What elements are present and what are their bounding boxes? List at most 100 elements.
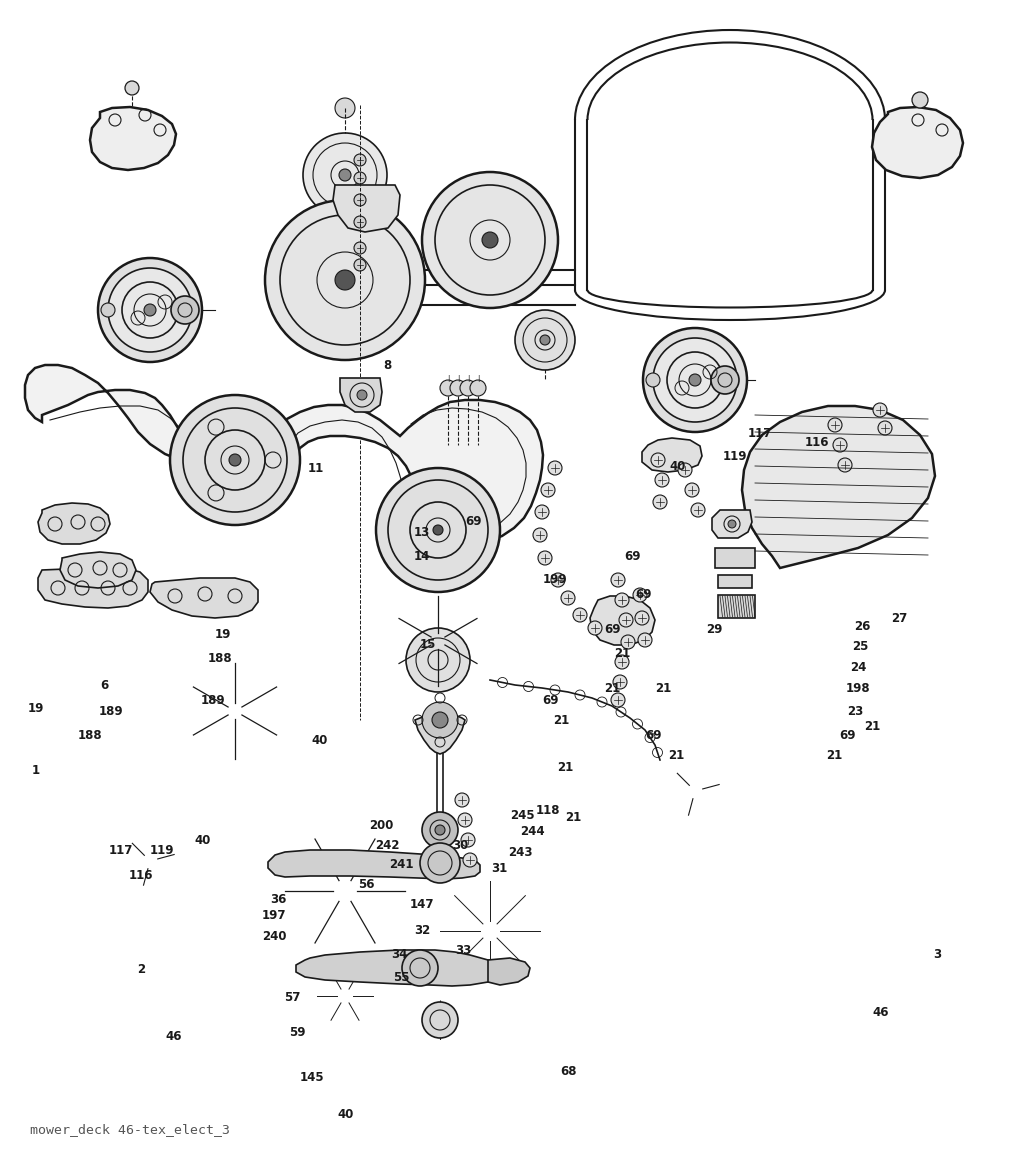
Circle shape	[833, 438, 847, 452]
Text: 119: 119	[723, 450, 748, 464]
Circle shape	[538, 552, 552, 564]
Text: 59: 59	[289, 1026, 305, 1040]
Circle shape	[541, 482, 555, 497]
Circle shape	[873, 403, 887, 417]
Circle shape	[535, 505, 549, 519]
Circle shape	[463, 852, 477, 867]
Circle shape	[573, 608, 587, 622]
Text: 14: 14	[414, 549, 430, 563]
Circle shape	[455, 793, 469, 807]
Text: 240: 240	[262, 930, 287, 944]
Text: 21: 21	[668, 748, 684, 762]
Circle shape	[912, 93, 928, 108]
Circle shape	[561, 591, 575, 605]
Circle shape	[376, 468, 500, 593]
Text: 68: 68	[560, 1064, 577, 1078]
Text: |: |	[467, 375, 469, 382]
Circle shape	[828, 418, 842, 432]
Circle shape	[655, 473, 669, 487]
Circle shape	[588, 621, 602, 635]
Polygon shape	[60, 552, 136, 588]
Polygon shape	[488, 958, 530, 985]
Circle shape	[354, 194, 366, 206]
Polygon shape	[590, 596, 655, 645]
Text: 46: 46	[166, 1029, 182, 1043]
Text: 69: 69	[625, 549, 641, 563]
Circle shape	[548, 461, 562, 475]
Circle shape	[402, 950, 438, 986]
Circle shape	[653, 338, 737, 422]
Text: 19: 19	[28, 701, 44, 715]
Text: 24: 24	[850, 660, 866, 674]
Polygon shape	[38, 504, 110, 545]
Text: 21: 21	[553, 713, 569, 727]
Circle shape	[646, 374, 660, 386]
Circle shape	[611, 573, 625, 587]
Text: 40: 40	[195, 834, 211, 848]
Text: 33: 33	[455, 944, 471, 958]
Circle shape	[171, 296, 199, 324]
Polygon shape	[718, 595, 755, 618]
Text: mower_deck 46-tex_elect_3: mower_deck 46-tex_elect_3	[30, 1123, 230, 1137]
Polygon shape	[90, 107, 176, 170]
Text: 13: 13	[414, 526, 430, 540]
Text: 189: 189	[98, 705, 123, 719]
Text: 188: 188	[78, 728, 102, 742]
Text: 69: 69	[635, 588, 651, 602]
Polygon shape	[715, 548, 755, 568]
Polygon shape	[25, 365, 543, 543]
Text: 29: 29	[707, 623, 723, 637]
Circle shape	[653, 495, 667, 509]
Circle shape	[354, 155, 366, 166]
Text: 119: 119	[150, 843, 174, 857]
Text: 46: 46	[872, 1006, 889, 1020]
Text: 188: 188	[208, 651, 232, 665]
Circle shape	[678, 463, 692, 477]
Circle shape	[108, 268, 193, 352]
Text: 21: 21	[826, 748, 843, 762]
Text: 34: 34	[391, 947, 408, 961]
Circle shape	[551, 573, 565, 587]
Circle shape	[440, 381, 456, 396]
Text: 3: 3	[933, 947, 941, 961]
Circle shape	[435, 826, 445, 835]
Text: 21: 21	[614, 646, 631, 660]
Text: 40: 40	[338, 1108, 354, 1122]
Text: |: |	[446, 375, 450, 382]
Polygon shape	[268, 850, 480, 879]
Text: 25: 25	[852, 639, 868, 653]
Text: 21: 21	[604, 682, 621, 696]
Circle shape	[643, 328, 746, 432]
Text: 147: 147	[410, 897, 434, 911]
Circle shape	[515, 310, 575, 370]
Polygon shape	[872, 107, 963, 178]
Circle shape	[354, 242, 366, 254]
Circle shape	[229, 454, 241, 466]
Text: 189: 189	[201, 693, 225, 707]
Text: 242: 242	[375, 838, 399, 852]
Text: 117: 117	[748, 426, 772, 440]
Text: 8: 8	[383, 358, 391, 372]
Polygon shape	[742, 406, 935, 568]
Text: 245: 245	[510, 808, 535, 822]
Text: 30: 30	[453, 838, 469, 852]
Circle shape	[420, 843, 460, 883]
Text: 69: 69	[840, 728, 856, 742]
Circle shape	[354, 172, 366, 184]
Polygon shape	[296, 950, 498, 986]
Circle shape	[460, 381, 476, 396]
Circle shape	[101, 303, 115, 317]
Circle shape	[354, 259, 366, 271]
Circle shape	[615, 593, 629, 607]
Text: 31: 31	[492, 862, 508, 876]
Text: 21: 21	[565, 810, 582, 824]
Circle shape	[651, 453, 665, 467]
Text: 40: 40	[311, 733, 328, 747]
Circle shape	[482, 232, 498, 248]
Text: 69: 69	[543, 693, 559, 707]
Circle shape	[98, 258, 202, 362]
Polygon shape	[340, 378, 382, 412]
Polygon shape	[712, 511, 752, 537]
Text: 69: 69	[465, 514, 481, 528]
Circle shape	[638, 634, 652, 648]
